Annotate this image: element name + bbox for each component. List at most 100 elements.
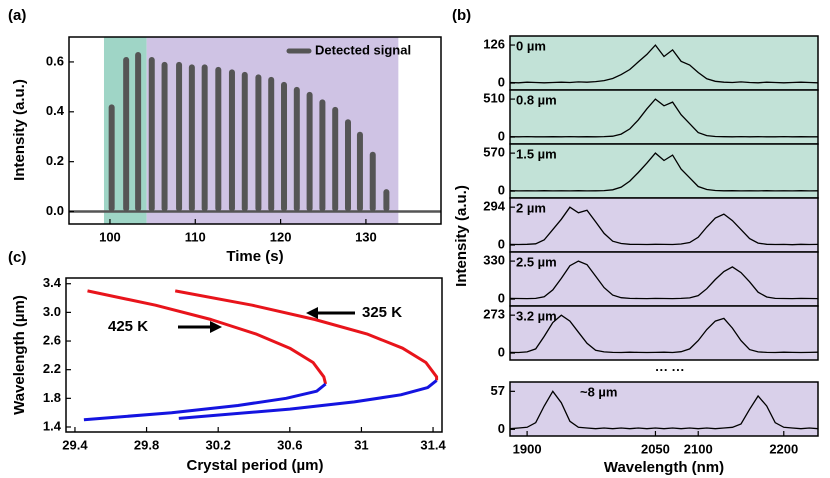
x-tick-label: 31 — [354, 437, 368, 452]
x-tick-label: 2100 — [684, 441, 713, 456]
spectrum-line — [509, 314, 819, 354]
pulse — [281, 81, 288, 212]
pulse — [293, 86, 300, 212]
panel-label: (b) — [452, 7, 471, 24]
x-tick-label: 1900 — [513, 441, 542, 456]
panel-label: (c) — [8, 249, 26, 266]
plot-frame — [68, 36, 442, 225]
spectrum-line — [509, 44, 819, 84]
annotation: 425 K — [108, 318, 148, 335]
y-axis-label: Intensity (a.u.) — [453, 185, 470, 287]
pulse — [135, 51, 142, 212]
pulse — [228, 69, 235, 212]
pulse — [319, 99, 326, 212]
pulse — [161, 61, 168, 212]
y-tick-label: 570 — [483, 145, 505, 160]
spectrum-panel — [510, 90, 818, 144]
pulse — [241, 71, 248, 212]
spectrum-label: 0.8 µm — [516, 92, 557, 107]
y-tick-label: 0 — [498, 291, 505, 306]
spectrum-line — [509, 98, 818, 138]
spectrum-line — [509, 152, 819, 192]
x-tick-label: 130 — [355, 229, 377, 244]
curve — [87, 289, 328, 385]
pulse — [215, 66, 222, 212]
x-axis-label: Wavelength (nm) — [604, 459, 724, 476]
y-tick-label: 1.8 — [43, 390, 61, 405]
spectrum-label: 1.5 µm — [516, 146, 557, 161]
y-tick-label: 2.6 — [43, 332, 61, 347]
x-tick-label: 29.4 — [62, 437, 88, 452]
y-tick-label: 3.0 — [43, 304, 61, 319]
spectrum-line — [509, 390, 819, 430]
y-tick-label: 294 — [483, 199, 505, 214]
y-tick-label: 57 — [491, 383, 505, 398]
pulse — [356, 131, 363, 212]
curve — [178, 379, 438, 420]
pulse — [268, 76, 275, 212]
spectrum-line — [509, 260, 819, 300]
spectrum-label: 3.2 µm — [516, 308, 557, 323]
y-tick-label: 1.4 — [43, 418, 62, 433]
spectrum-label: 2.5 µm — [516, 254, 557, 269]
pulse — [332, 106, 339, 212]
x-tick-label: 29.8 — [134, 437, 159, 452]
curve — [83, 382, 327, 422]
arrow-head — [306, 307, 318, 319]
pulse — [201, 64, 208, 212]
pulse — [188, 64, 195, 212]
y-tick-label: 0.6 — [46, 53, 64, 68]
legend-label: Detected signal — [315, 42, 411, 57]
x-axis-label: Time (s) — [226, 248, 283, 265]
annotation: 325 K — [362, 304, 402, 321]
x-tick-label: 30.2 — [206, 437, 231, 452]
curve — [174, 289, 439, 381]
arrow-head — [210, 321, 222, 333]
y-tick-label: 0.0 — [46, 203, 64, 218]
y-tick-label: 0.4 — [46, 103, 65, 118]
y-tick-label: 0 — [498, 236, 505, 251]
spectrum-label: 0 µm — [516, 38, 546, 53]
panel-frame — [509, 381, 819, 437]
y-tick-label: 3.4 — [43, 275, 62, 290]
pulse — [383, 189, 390, 212]
x-tick-label: 120 — [270, 229, 292, 244]
pulse — [369, 151, 376, 212]
y-tick-label: 0 — [498, 344, 505, 359]
x-tick-label: 100 — [99, 229, 121, 244]
spectrum-label: ~8 µm — [580, 384, 617, 399]
panel-label: (a) — [8, 7, 26, 24]
y-tick-label: 330 — [483, 253, 505, 268]
x-tick-label: 2050 — [641, 441, 670, 456]
spectrum-panel — [510, 144, 818, 198]
y-axis-label: Intensity (a.u.) — [11, 79, 28, 181]
y-tick-label: 273 — [483, 307, 505, 322]
pulse — [255, 74, 262, 212]
x-axis-label: Crystal period (µm) — [187, 457, 324, 474]
y-tick-label: 510 — [483, 91, 505, 106]
x-tick-label: 31.4 — [420, 437, 446, 452]
spectrum-panel — [510, 198, 818, 252]
pulse — [306, 91, 313, 212]
y-tick-label: 0 — [498, 183, 505, 198]
x-tick-label: 2200 — [769, 441, 798, 456]
pulse — [176, 61, 183, 212]
y-axis-label: Wavelength (µm) — [11, 295, 28, 415]
y-tick-label: 0 — [498, 74, 505, 89]
gap-label: ··· ··· — [655, 362, 685, 377]
x-tick-label: 110 — [185, 229, 206, 244]
x-tick-label: 30.6 — [277, 437, 302, 452]
spectrum-line — [509, 206, 819, 246]
spectrum-label: 2 µm — [516, 200, 546, 215]
pulse — [123, 56, 130, 212]
pulse — [148, 56, 155, 212]
pulse — [108, 104, 115, 212]
spectrum-panel — [510, 382, 818, 436]
y-tick-label: 2.2 — [43, 361, 61, 376]
y-tick-label: 126 — [483, 36, 505, 51]
y-tick-label: 0.2 — [46, 153, 64, 168]
y-tick-label: 0 — [498, 421, 505, 436]
spectrum-panel — [510, 36, 818, 90]
y-tick-label: 0 — [498, 129, 505, 144]
